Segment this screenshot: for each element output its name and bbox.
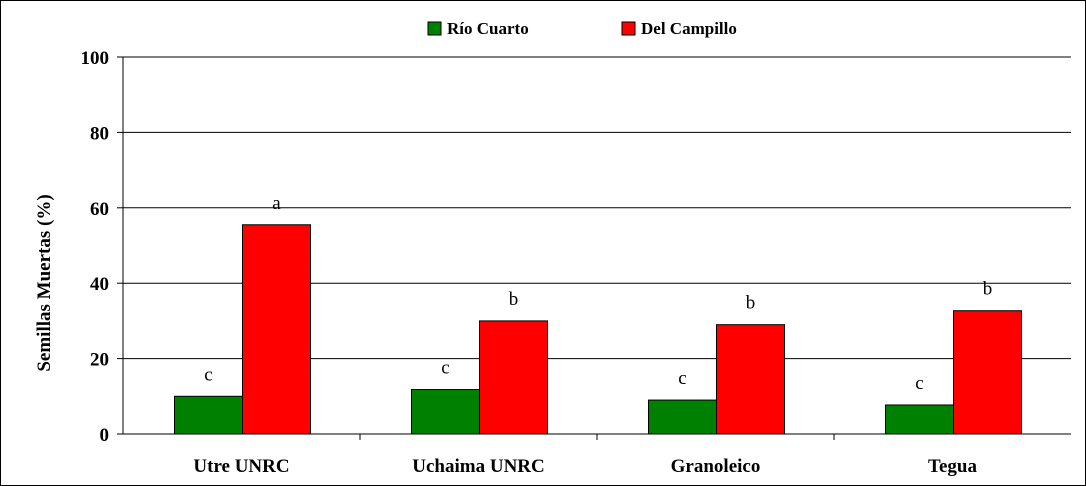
- y-tick-label: 20: [90, 350, 109, 371]
- bar-rio-cuarto: [411, 389, 480, 435]
- x-category-label: Granoleico: [671, 456, 761, 477]
- significance-label: b: [983, 279, 993, 300]
- y-tick-label: 0: [100, 425, 110, 446]
- legend-swatch: [621, 21, 636, 36]
- bar-rio-cuarto: [885, 404, 954, 435]
- legend-swatch: [427, 21, 442, 36]
- y-tick-label: 80: [90, 123, 109, 144]
- bar-del-campillo: [242, 224, 311, 435]
- x-category-label: Uchaima UNRC: [412, 456, 544, 477]
- bar-rio-cuarto: [174, 395, 243, 435]
- significance-label: b: [509, 289, 519, 310]
- bar-rio-cuarto: [648, 399, 717, 435]
- bar-del-campillo: [479, 320, 548, 435]
- significance-label: a: [272, 193, 281, 214]
- bar-del-campillo: [716, 324, 785, 435]
- significance-label: b: [746, 293, 756, 314]
- legend: Río Cuarto Del Campillo: [427, 19, 737, 38]
- significance-label: c: [678, 368, 686, 389]
- legend-label: Del Campillo: [641, 19, 737, 38]
- significance-label: c: [915, 373, 923, 394]
- bars: [174, 224, 1022, 435]
- y-tick-label: 60: [90, 199, 109, 220]
- bar-del-campillo: [953, 310, 1022, 435]
- significance-label: c: [441, 358, 449, 379]
- significance-label: c: [204, 364, 212, 385]
- axes: [117, 56, 1071, 440]
- y-tick-label: 40: [90, 274, 109, 295]
- y-tick-label: 100: [81, 48, 110, 69]
- y-axis-title: Semillas Muertas (%): [34, 194, 55, 371]
- x-category-label: Tegua: [928, 456, 977, 477]
- legend-label: Río Cuarto: [447, 19, 529, 38]
- labels: 0 20 40 60 80 100 Utre UNRC c a Uchaima UNRC c b Gra…: [81, 48, 993, 477]
- x-category-label: Utre UNRC: [193, 456, 289, 477]
